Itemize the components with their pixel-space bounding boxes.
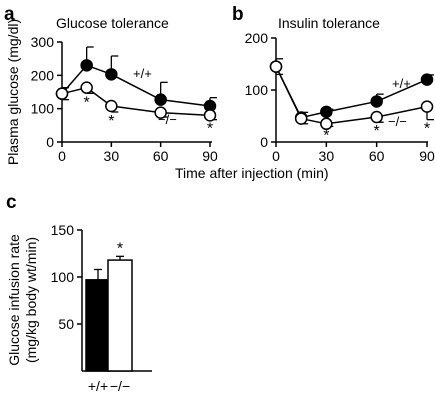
y-tick-label: 100 — [31, 101, 55, 117]
y-tick-label: 150 — [51, 222, 75, 238]
x-tick-label: 0 — [58, 148, 66, 164]
y-tick-label: 100 — [245, 82, 269, 98]
data-point — [55, 87, 69, 100]
panel-a-title: Glucose tolerance — [56, 15, 169, 31]
y-tick-label: 200 — [31, 67, 55, 83]
data-point — [370, 110, 383, 124]
panel-a: a Glucose tolerance 0 100 200 300 0 30 60 90 P… — [4, 4, 218, 165]
data-point — [320, 117, 333, 131]
bar — [85, 279, 111, 372]
panel-a-letter: a — [4, 4, 15, 25]
x-tick-label: 90 — [202, 148, 218, 164]
panel-b-y-axis: 0 100 200 — [245, 30, 277, 150]
panel-a-legend-wt: +/+ — [133, 66, 152, 81]
data-point — [80, 59, 93, 72]
x-tick-label: 30 — [319, 148, 335, 164]
data-point — [105, 99, 118, 113]
data-point — [269, 60, 283, 73]
data-point — [105, 68, 118, 81]
panel-a-y-axis-label: Plasma glucose (mg/dl) — [5, 19, 21, 165]
x-tick-label: 60 — [369, 148, 385, 164]
panel-a-y-axis: 0 100 200 300 — [31, 34, 63, 150]
panel-b-legend-ko: −/− — [388, 114, 407, 129]
panel-c-letter: c — [6, 192, 17, 213]
panel-a-x-axis: 0 30 60 90 — [58, 141, 218, 164]
y-tick-label: 50 — [58, 316, 74, 332]
y-tick-label: 300 — [31, 34, 55, 50]
data-point — [154, 106, 167, 119]
series-line — [275, 66, 428, 119]
category-label: −/− — [110, 378, 130, 394]
panel-c-y-axis: 50 100 150 — [51, 222, 83, 371]
x-tick-label: 30 — [104, 148, 120, 164]
x-tick-label: 0 — [272, 148, 280, 164]
data-point — [370, 95, 383, 108]
panel-c-y-axis-label-line1: Glucose infusion rate — [6, 234, 22, 366]
panel-b-letter: b — [232, 4, 244, 25]
significance-marker: * — [108, 113, 114, 130]
data-point — [203, 109, 217, 122]
x-tick-label: 90 — [419, 148, 435, 164]
significance-marker: * — [374, 123, 380, 140]
significance-marker: * — [323, 127, 329, 144]
significance-marker: * — [207, 121, 213, 138]
data-point — [320, 105, 333, 119]
y-tick-label: 0 — [46, 134, 54, 150]
significance-marker: * — [117, 240, 123, 257]
bar — [107, 259, 133, 372]
panel-b-x-axis: 0 30 60 90 — [272, 141, 435, 164]
panel-c-y-axis-label-line2: (mg/kg body wt/min) — [23, 237, 39, 363]
y-tick-label: 200 — [245, 30, 269, 46]
data-point — [294, 112, 308, 125]
significance-marker: * — [424, 121, 430, 138]
x-axis-label: Time after injection (min) — [175, 165, 329, 181]
x-tick-label: 60 — [153, 148, 169, 164]
category-label: +/+ — [88, 378, 108, 394]
panel-b-legend-wt: +/+ — [392, 76, 411, 91]
panel-b-title: Insulin tolerance — [278, 15, 380, 31]
significance-marker: * — [84, 94, 90, 111]
panel-c: c Glucose infusion rate (mg/kg body wt/m… — [6, 192, 152, 394]
y-tick-label: 100 — [51, 269, 75, 285]
panel-a-legend-ko: −/− — [158, 112, 177, 127]
data-point — [420, 100, 434, 113]
data-point — [80, 81, 93, 94]
data-point — [154, 93, 167, 106]
data-point — [420, 73, 434, 86]
y-tick-label: 0 — [260, 134, 268, 150]
